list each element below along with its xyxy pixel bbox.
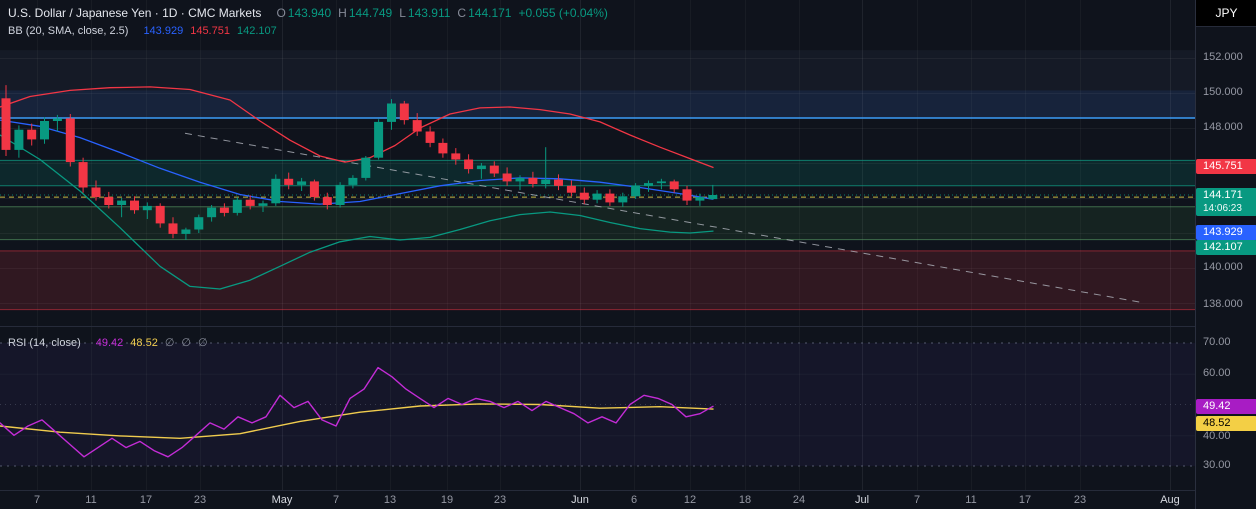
bb-legend-row: BB (20, SMA, close, 2.5) 143.929 145.751… — [8, 23, 608, 39]
rsi-ma-value: 48.52 — [130, 337, 158, 349]
low-value: 143.911 — [407, 6, 451, 20]
time-axis-tick: 23 — [193, 494, 207, 506]
chart-canvas[interactable] — [0, 0, 1195, 490]
time-axis-tick: 12 — [683, 494, 697, 506]
price-axis-label: 40.00 — [1203, 430, 1231, 442]
price-axis-label: 140.000 — [1203, 261, 1243, 273]
time-axis[interactable]: 7 11 17 23 May 7 13 19 23 Jun 6 12 18 24 Jul 7 11 17 23 Aug — [0, 490, 1256, 509]
price-axis-badge: 48.52 — [1196, 416, 1256, 431]
time-axis-tick: 6 — [630, 494, 638, 506]
rsi-empty-value: ∅ — [164, 337, 175, 349]
bb-upper-value: 145.751 — [190, 25, 230, 37]
price-axis-label: 70.00 — [1203, 336, 1231, 348]
rsi-value: 49.42 — [95, 337, 124, 349]
price-axis-badge: 142.107 — [1196, 240, 1256, 255]
price-axis-label: 30.00 — [1203, 459, 1231, 471]
time-axis-tick: May — [271, 494, 293, 506]
price-axis-label: 148.000 — [1203, 121, 1243, 133]
open-label: O — [276, 6, 286, 20]
price-axis-label: 152.000 — [1203, 51, 1243, 63]
time-axis-tick: 7 — [332, 494, 340, 506]
bb-indicator-title[interactable]: BB (20, SMA, close, 2.5) — [8, 25, 129, 37]
grid-vertical — [37, 0, 1171, 490]
price-axis-badge: 144.171 14:06:23 — [1196, 188, 1256, 216]
bb-basis-value: 143.929 — [143, 25, 184, 37]
close-label: C — [457, 6, 467, 20]
low-label: L — [399, 6, 406, 20]
bb-lower-value: 142.107 — [236, 25, 277, 37]
price-axis-label: 138.000 — [1203, 298, 1243, 310]
time-axis-tick: Jul — [854, 494, 870, 506]
time-axis-tick: 23 — [1073, 494, 1087, 506]
zone-demand-zone-red[interactable] — [0, 250, 1195, 311]
time-axis-tick: 11 — [965, 494, 977, 506]
rsi-indicator-title[interactable]: RSI (14, close) — [8, 337, 81, 349]
time-axis-tick: 24 — [792, 494, 806, 506]
time-axis-tick: 17 — [139, 494, 153, 506]
candlestick-series[interactable] — [1, 85, 718, 240]
rsi-ma-line — [0, 403, 714, 439]
bb-basis-line — [0, 119, 714, 205]
rsi-band — [0, 342, 1195, 467]
time-axis-tick: 17 — [1018, 494, 1032, 506]
rsi-empty-value: ∅ — [181, 337, 191, 349]
time-axis-tick: Jun — [571, 494, 589, 506]
bar-close-countdown: 14:06:23 — [1203, 203, 1242, 214]
close-value: 144.171 — [468, 6, 512, 20]
change-value: +0.055 (+0.04%) — [518, 6, 608, 20]
bb-lower-line — [0, 134, 714, 290]
zone-supply-zone-blue[interactable] — [0, 90, 1195, 119]
price-axis[interactable]: JPY 152.000 150.000 148.000 140.000 138.000 7… — [1195, 0, 1256, 509]
rsi-empty-value: ∅ — [198, 337, 208, 349]
open-value: 143.940 — [287, 6, 332, 20]
time-axis-tick: 19 — [440, 494, 454, 506]
time-axis-tick: 7 — [33, 494, 41, 506]
rsi-legend: RSI (14, close) 49.42 48.52 ∅ ∅ ∅ — [8, 336, 208, 350]
time-axis-tick: 13 — [383, 494, 397, 506]
time-axis-tick: 18 — [738, 494, 752, 506]
time-axis-tick: 7 — [913, 494, 921, 506]
price-axis-currency-button[interactable]: JPY — [1196, 0, 1256, 27]
price-axis-label: 60.00 — [1203, 367, 1231, 379]
time-axis-tick: Aug — [1160, 494, 1180, 506]
high-label: H — [338, 6, 347, 20]
rsi-line — [0, 366, 714, 458]
time-axis-tick: 23 — [493, 494, 507, 506]
price-axis-badge: 49.42 — [1196, 399, 1256, 414]
symbol-legend: U.S. Dollar / Japanese Yen · 1D · CMC Ma… — [8, 5, 608, 39]
zone-upper-range-band[interactable] — [0, 50, 1195, 118]
zone-zone-green[interactable] — [0, 206, 1195, 241]
symbol-title[interactable]: U.S. Dollar / Japanese Yen · 1D · CMC Ma… — [8, 6, 262, 20]
time-axis-tick: 11 — [85, 494, 97, 506]
price-axis-badge: 143.929 — [1196, 225, 1256, 240]
high-value: 144.749 — [348, 6, 393, 20]
price-axis-label: 150.000 — [1203, 86, 1243, 98]
price-axis-badge: 145.751 — [1196, 159, 1256, 174]
symbol-ohlc-row: U.S. Dollar / Japanese Yen · 1D · CMC Ma… — [8, 5, 608, 21]
